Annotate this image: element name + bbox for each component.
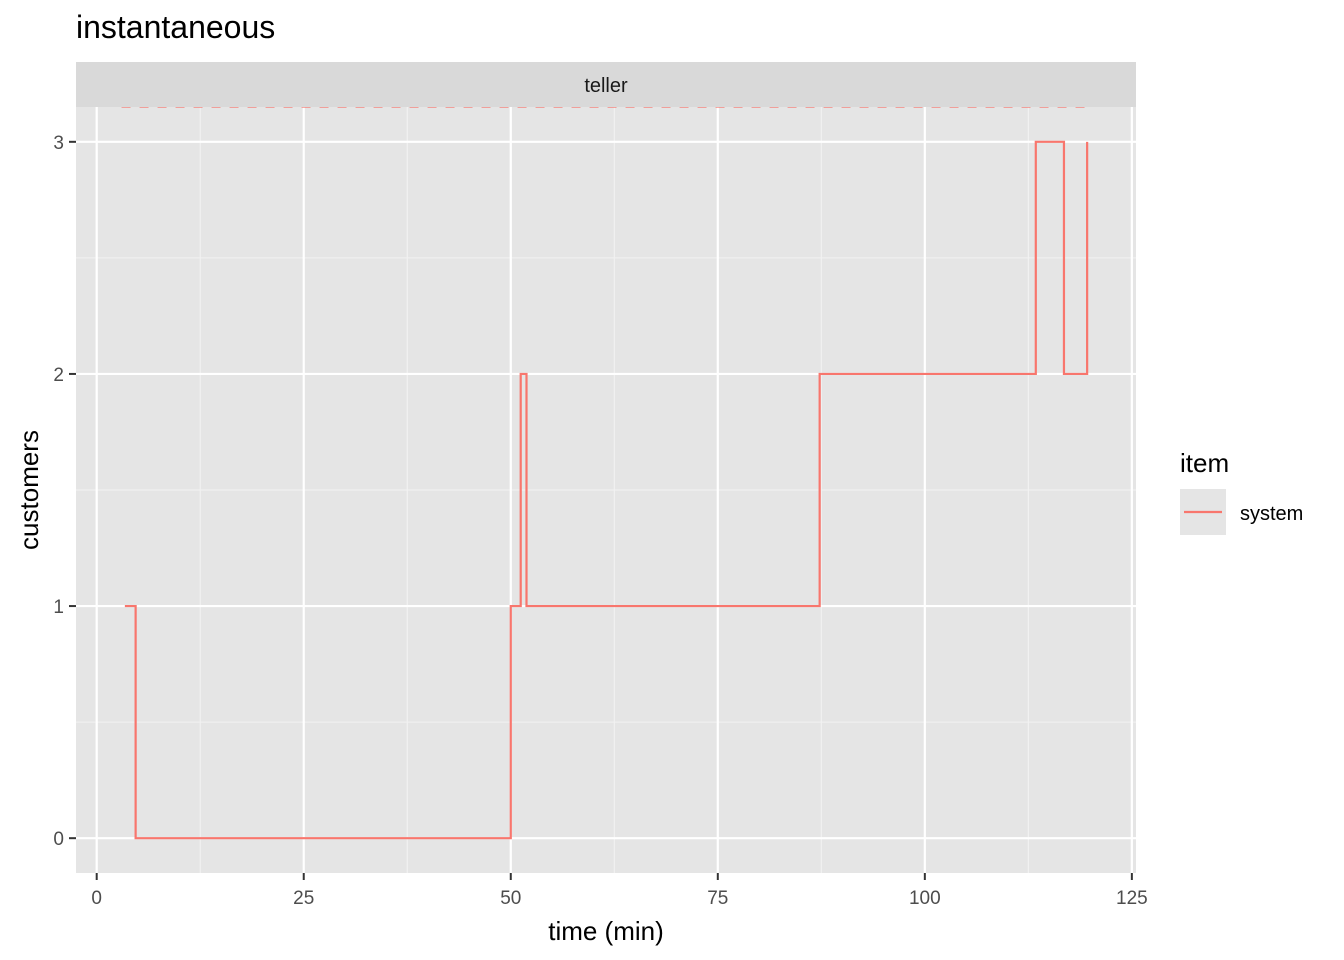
y-axis-title: customers	[14, 430, 44, 550]
plot-panel	[76, 106, 1136, 873]
x-tick-label: 50	[500, 888, 521, 909]
series-layer	[121, 106, 1089, 840]
facet-strip: teller	[76, 62, 1136, 107]
y-tick-label: 2	[53, 365, 64, 386]
minor-gridlines	[76, 107, 1136, 873]
x-tick-label: 25	[293, 888, 314, 909]
facet-strip-label: teller	[584, 75, 628, 97]
series-line-system	[124, 140, 1089, 840]
y-axis: 0 1 2 3	[53, 133, 76, 850]
x-tick-label: 0	[91, 888, 102, 909]
facet-strip-background	[76, 62, 1136, 107]
legend-title: item	[1180, 448, 1229, 478]
legend-label-system: system	[1240, 503, 1303, 525]
y-tick-label: 3	[53, 133, 64, 154]
x-axis: 0 25 50 75 100 125	[91, 873, 1148, 909]
x-tick-label: 100	[909, 888, 941, 909]
legend: item system	[1180, 448, 1303, 535]
x-tick-label: 75	[707, 888, 728, 909]
x-axis-title: time (min)	[548, 916, 664, 946]
chart-title: instantaneous	[76, 9, 275, 45]
x-tick-label: 125	[1116, 888, 1148, 909]
y-tick-label: 0	[53, 829, 64, 850]
y-tick-label: 1	[53, 597, 64, 618]
